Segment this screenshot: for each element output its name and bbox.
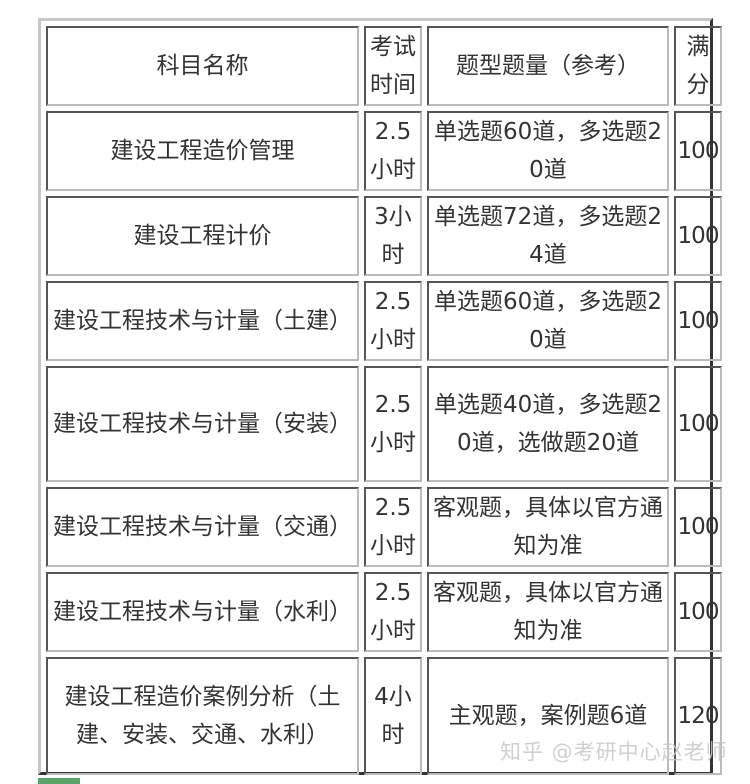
header-duration: 考试时间 xyxy=(364,26,422,106)
score-cell: 100 xyxy=(674,366,722,482)
table-row: 建设工程造价案例分析（土建、安装、交通、水利） 4小时 主观题，案例题6道 12… xyxy=(46,657,722,775)
subject-cell: 建设工程技术与计量（水利） xyxy=(46,572,359,652)
subject-cell: 建设工程技术与计量（安装） xyxy=(46,366,359,482)
duration-cell: 2.5小时 xyxy=(364,366,422,482)
question-types-cell: 单选题60道，多选题20道 xyxy=(427,281,669,361)
table-row: 建设工程造价管理 2.5小时 单选题60道，多选题20道 100 xyxy=(46,111,722,191)
question-types-cell: 单选题40道，多选题20道，选做题20道 xyxy=(427,366,669,482)
duration-cell: 2.5小时 xyxy=(364,281,422,361)
score-cell: 100 xyxy=(674,196,722,276)
question-types-cell: 主观题，案例题6道 xyxy=(427,657,669,775)
score-cell: 100 xyxy=(674,572,722,652)
header-question-types: 题型题量（参考） xyxy=(427,26,669,106)
subject-cell: 建设工程造价案例分析（土建、安装、交通、水利） xyxy=(46,657,359,775)
subject-cell: 建设工程技术与计量（土建） xyxy=(46,281,359,361)
duration-cell: 4小时 xyxy=(364,657,422,775)
green-bar-decoration xyxy=(38,778,80,784)
zhihu-watermark: 知乎 @考研中心赵老师 xyxy=(500,740,728,764)
subject-cell: 建设工程计价 xyxy=(46,196,359,276)
duration-cell: 2.5小时 xyxy=(364,572,422,652)
table-row: 建设工程技术与计量（水利） 2.5小时 客观题，具体以官方通知为准 100 xyxy=(46,572,722,652)
table-row: 建设工程技术与计量（土建） 2.5小时 单选题60道，多选题20道 100 xyxy=(46,281,722,361)
question-types-cell: 单选题60道，多选题20道 xyxy=(427,111,669,191)
score-cell: 100 xyxy=(674,111,722,191)
subject-cell: 建设工程技术与计量（交通） xyxy=(46,487,359,567)
duration-cell: 2.5小时 xyxy=(364,487,422,567)
table-row: 建设工程计价 3小时 单选题72道，多选题24道 100 xyxy=(46,196,722,276)
exam-table-frame: 科目名称 考试时间 题型题量（参考） 满分 建设工程造价管理 2.5小时 单选题… xyxy=(38,18,722,775)
table-row: 建设工程技术与计量（交通） 2.5小时 客观题，具体以官方通知为准 100 xyxy=(46,487,722,567)
score-cell: 100 xyxy=(674,487,722,567)
header-full-score: 满分 xyxy=(674,26,722,106)
question-types-cell: 客观题，具体以官方通知为准 xyxy=(427,487,669,567)
score-cell: 100 xyxy=(674,281,722,361)
table-row: 建设工程技术与计量（安装） 2.5小时 单选题40道，多选题20道，选做题20道… xyxy=(46,366,722,482)
duration-cell: 2.5小时 xyxy=(364,111,422,191)
question-types-cell: 客观题，具体以官方通知为准 xyxy=(427,572,669,652)
subject-cell: 建设工程造价管理 xyxy=(46,111,359,191)
question-types-cell: 单选题72道，多选题24道 xyxy=(427,196,669,276)
header-row: 科目名称 考试时间 题型题量（参考） 满分 xyxy=(46,26,722,106)
header-subject: 科目名称 xyxy=(46,26,359,106)
score-cell: 120 xyxy=(674,657,722,775)
exam-subjects-table: 科目名称 考试时间 题型题量（参考） 满分 建设工程造价管理 2.5小时 单选题… xyxy=(41,21,727,780)
duration-cell: 3小时 xyxy=(364,196,422,276)
